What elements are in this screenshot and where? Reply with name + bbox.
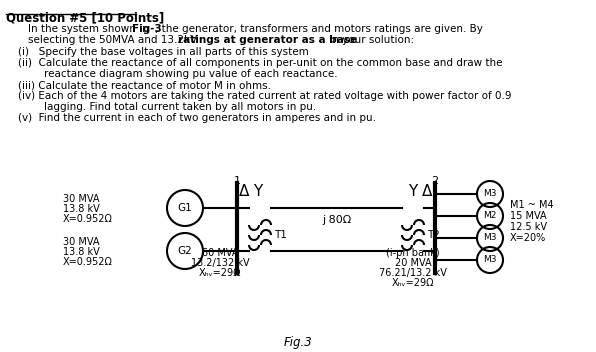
Text: 13.2/132 kV: 13.2/132 kV: [191, 258, 249, 268]
Text: j 80Ω: j 80Ω: [322, 215, 351, 225]
Text: Xₕᵥ=29Ω: Xₕᵥ=29Ω: [198, 268, 241, 278]
Text: 30 MVA: 30 MVA: [63, 237, 100, 247]
Text: T2: T2: [427, 230, 440, 240]
Text: (i)   Specify the base voltages in all parts of this system: (i) Specify the base voltages in all par…: [18, 47, 309, 57]
Text: 2: 2: [432, 176, 439, 186]
Text: Fig-3: Fig-3: [132, 24, 162, 34]
Text: , the generator, transformers and motors ratings are given. By: , the generator, transformers and motors…: [155, 24, 483, 34]
Text: 13.8 kV: 13.8 kV: [63, 204, 100, 214]
Text: (v)  Find the current in each of two generators in amperes and in pu.: (v) Find the current in each of two gene…: [18, 113, 376, 123]
Text: 30 MVA: 30 MVA: [63, 194, 100, 204]
Text: G2: G2: [178, 246, 193, 256]
Text: 15 MVA: 15 MVA: [510, 211, 547, 221]
Text: ratings at generator as a base: ratings at generator as a base: [178, 35, 357, 45]
Text: M3: M3: [483, 189, 496, 199]
Text: X=0.952Ω: X=0.952Ω: [63, 257, 113, 267]
Text: M3: M3: [483, 256, 496, 264]
Text: (ii)  Calculate the reactance of all components in per-unit on the common base a: (ii) Calculate the reactance of all comp…: [18, 58, 502, 68]
Text: Δ: Δ: [422, 184, 432, 199]
Text: (i-ph bank): (i-ph bank): [386, 248, 440, 258]
Text: G1: G1: [178, 203, 193, 213]
Text: T1: T1: [274, 230, 287, 240]
Text: selecting the 50MVA and 13.2kV: selecting the 50MVA and 13.2kV: [28, 35, 200, 45]
Text: M2: M2: [483, 212, 496, 220]
Text: Δ: Δ: [239, 184, 249, 199]
Text: X=0.952Ω: X=0.952Ω: [63, 214, 113, 224]
Text: Y: Y: [253, 184, 263, 199]
Text: 20 MVA: 20 MVA: [395, 258, 432, 268]
Text: (iii) Calculate the reactance of motor M in ohms.: (iii) Calculate the reactance of motor M…: [18, 80, 271, 90]
Text: In the system shown in: In the system shown in: [28, 24, 152, 34]
Text: M3: M3: [483, 233, 496, 243]
Text: lagging. Find total current taken by all motors in pu.: lagging. Find total current taken by all…: [18, 102, 316, 112]
Text: 60 MVA: 60 MVA: [202, 248, 238, 258]
Text: Y: Y: [408, 184, 418, 199]
Text: Xₕᵥ=29Ω: Xₕᵥ=29Ω: [392, 278, 434, 288]
Text: 76.21/13.2 kV: 76.21/13.2 kV: [379, 268, 447, 278]
Text: X=20%: X=20%: [510, 233, 547, 243]
Text: 1: 1: [234, 176, 241, 186]
Text: 12.5 kV: 12.5 kV: [510, 222, 547, 232]
Text: reactance diagram showing pu value of each reactance.: reactance diagram showing pu value of ea…: [18, 69, 337, 79]
Text: Fig.3: Fig.3: [284, 336, 312, 349]
Text: Question #5 [10 Points]: Question #5 [10 Points]: [6, 11, 164, 24]
Text: M1 ~ M4: M1 ~ M4: [510, 200, 554, 210]
Text: in your solution:: in your solution:: [326, 35, 414, 45]
Text: (iv) Each of the 4 motors are taking the rated current at rated voltage with pow: (iv) Each of the 4 motors are taking the…: [18, 91, 511, 101]
Text: 13.8 kV: 13.8 kV: [63, 247, 100, 257]
